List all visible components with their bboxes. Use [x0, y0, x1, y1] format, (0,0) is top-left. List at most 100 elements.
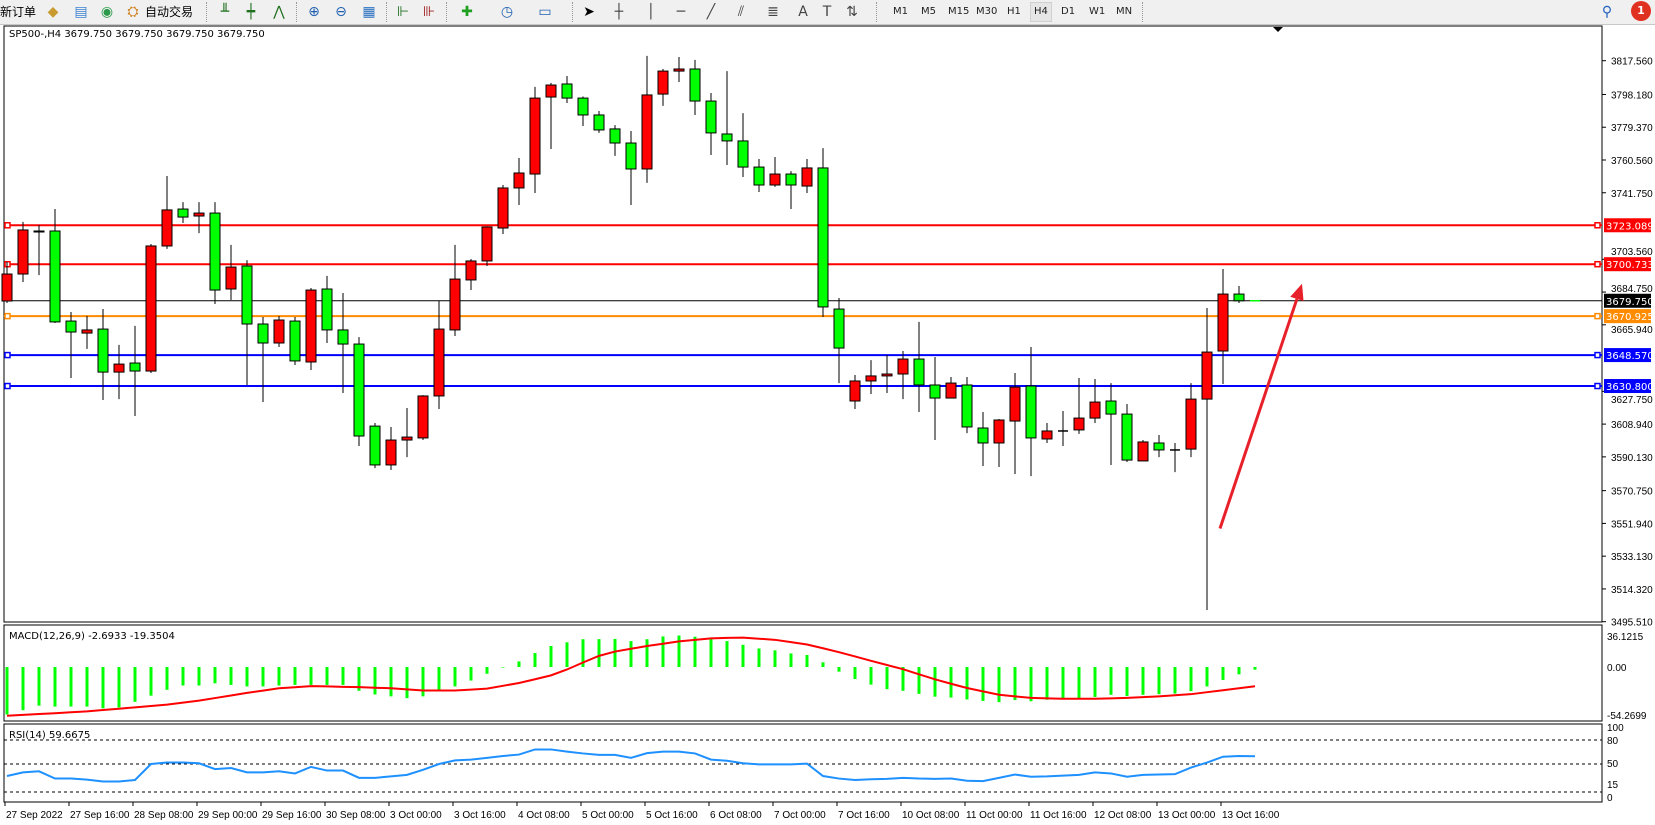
candle-body — [897, 358, 909, 375]
period-m30[interactable]: M30 — [976, 6, 998, 17]
equidistant-channel-icon[interactable]: ⫽ — [737, 4, 745, 20]
candle-body — [481, 226, 493, 262]
rsi-pane — [4, 739, 1602, 793]
candle-body — [385, 439, 397, 466]
period-mn[interactable]: MN — [1116, 6, 1133, 17]
candle-body — [849, 380, 861, 402]
period-m5[interactable]: M5 — [921, 6, 936, 17]
toolbar-separator — [876, 2, 878, 22]
autoscroll-icon[interactable]: ⊪ — [422, 4, 436, 20]
time-tick-label: 27 Sep 2022 — [6, 810, 63, 821]
market-watch-icon[interactable]: ▤ — [74, 4, 88, 20]
price-tag — [1604, 379, 1651, 394]
candle-body — [1217, 293, 1229, 352]
rsi-tick-label: 100 — [1607, 723, 1624, 734]
price-tick-label: 3627.750 — [1611, 395, 1653, 406]
price-tick-label: 3570.750 — [1611, 487, 1653, 498]
arrow-shaft — [1218, 298, 1299, 529]
red-arrow-annotation[interactable] — [1218, 283, 1304, 529]
line-handle-left — [4, 312, 11, 320]
price-tick-label: 3551.940 — [1611, 519, 1653, 530]
text-icon[interactable]: A — [798, 4, 808, 20]
periods-icon[interactable]: ◷ — [500, 4, 514, 20]
tile-windows-icon[interactable]: ▦ — [362, 4, 376, 20]
candle-body — [545, 84, 557, 98]
history-center-icon[interactable]: ◆ — [47, 4, 59, 20]
candle-body — [177, 208, 189, 218]
candle-body — [273, 319, 285, 344]
zoom-out-icon[interactable]: ⊖ — [335, 4, 347, 20]
candle-body — [881, 373, 893, 377]
chart-shift-icon[interactable]: ⊩ — [396, 4, 410, 20]
trendline-icon[interactable]: ╱ — [706, 4, 716, 20]
price-tag — [1604, 257, 1651, 272]
candle-body — [1121, 413, 1133, 461]
time-tick-label: 4 Oct 08:00 — [518, 810, 570, 821]
arrows-icon[interactable]: ⇅ — [846, 4, 858, 20]
toolbar-separator — [206, 2, 208, 22]
candle-body — [145, 245, 157, 372]
candle-body — [641, 94, 653, 170]
auto-trading-button[interactable]: 自动交易 — [145, 5, 194, 19]
auto-trading-icon[interactable]: ⛭ — [127, 4, 139, 20]
fibonacci-icon[interactable]: ≣ — [767, 4, 779, 20]
candle-body — [305, 289, 317, 363]
text-label-icon[interactable]: T — [822, 4, 832, 20]
search-icon[interactable]: ⚲ — [1601, 4, 1613, 20]
line-handle-left — [4, 351, 11, 359]
candle-body — [433, 328, 445, 397]
candle-body — [1105, 400, 1117, 415]
notification-badge[interactable]: 1 — [1631, 1, 1651, 21]
candle-body — [593, 114, 605, 131]
horizontal-lines[interactable] — [4, 222, 1602, 390]
horizontal-line-icon[interactable]: ─ — [676, 4, 686, 20]
macd-tick-label: 0.00 — [1607, 663, 1627, 674]
bid-price-label: 3679.750 — [1606, 297, 1654, 308]
candle-body — [705, 100, 717, 134]
candle-body — [1009, 386, 1021, 422]
indicator-labels: SP500-,H4 3679.750 3679.750 3679.750 367… — [9, 29, 265, 741]
candlestick-chart-icon[interactable]: ┿ — [246, 4, 256, 20]
price-tag — [1604, 348, 1651, 363]
period-m1[interactable]: M1 — [893, 6, 908, 17]
period-h4[interactable]: H4 — [1030, 2, 1052, 22]
candle-body — [1185, 398, 1197, 450]
signals-icon[interactable]: ◉ — [100, 4, 114, 20]
crosshair-icon[interactable]: ┼ — [614, 4, 624, 20]
candle-body — [785, 173, 797, 186]
price-tick-label: 3590.130 — [1611, 453, 1653, 464]
candle-body — [753, 166, 765, 186]
time-tick-label: 5 Oct 00:00 — [582, 810, 634, 821]
candle-body — [801, 167, 813, 187]
price-tick-label: 3684.750 — [1611, 284, 1653, 295]
period-w1[interactable]: W1 — [1089, 6, 1106, 17]
bar-chart-icon[interactable]: ╨ — [220, 4, 230, 20]
candle-body — [561, 83, 573, 99]
zoom-in-icon[interactable]: ⊕ — [308, 4, 320, 20]
new-order-button[interactable]: 新订单 — [0, 5, 37, 19]
price-tick-label: 3608.940 — [1611, 420, 1653, 431]
time-tick-label: 27 Sep 16:00 — [70, 810, 130, 821]
period-d1[interactable]: D1 — [1061, 6, 1076, 17]
candle-body — [449, 278, 461, 331]
cursor-icon[interactable]: ➤ — [583, 4, 595, 20]
candle-body — [737, 140, 749, 168]
templates-icon[interactable]: ▭ — [538, 4, 552, 20]
candle-body — [369, 425, 381, 466]
indicators-icon[interactable]: ✚ — [461, 4, 473, 20]
candle-body — [657, 70, 669, 95]
toolbar-separator — [572, 2, 574, 22]
time-tick-label: 7 Oct 00:00 — [774, 810, 826, 821]
candle-body — [961, 384, 973, 428]
candle-body — [913, 358, 925, 386]
period-m15[interactable]: M15 — [948, 6, 970, 17]
vertical-line-icon[interactable]: │ — [646, 4, 656, 20]
candle-body — [929, 384, 941, 399]
bid-price-tag — [1604, 293, 1651, 308]
period-h1[interactable]: H1 — [1007, 6, 1021, 17]
candle-body — [353, 343, 365, 437]
line-chart-icon[interactable]: ⋀ — [273, 4, 285, 20]
toolbar: 新订单 ◆ ▤ ◉ ⛭ 自动交易 ╨ ┿ ⋀ ⊕ ⊖ ▦ ⊩ ⊪ ✚ ◷ ▭ ➤… — [0, 0, 1655, 25]
candle-body — [417, 395, 429, 439]
